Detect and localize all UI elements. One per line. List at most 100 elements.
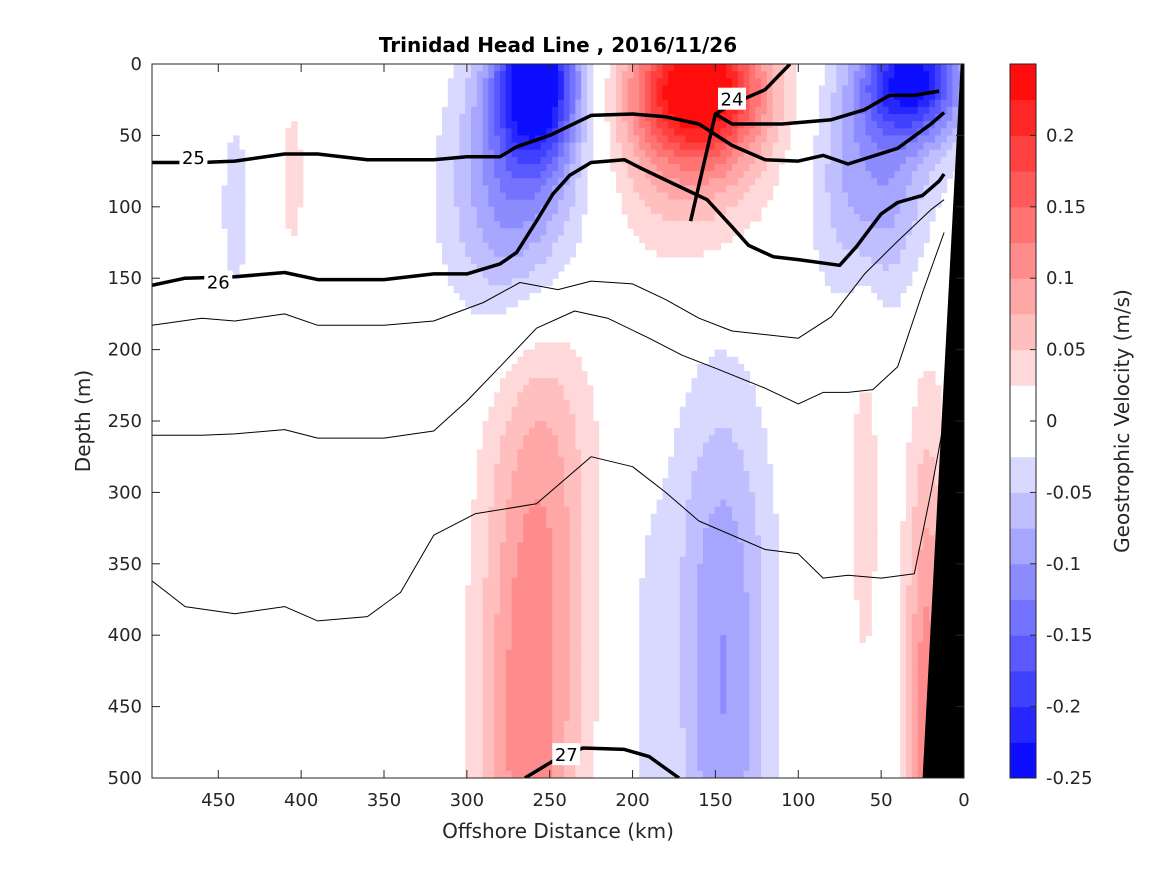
heatmap-cell [766, 606, 774, 615]
heatmap-cell [517, 378, 524, 386]
heatmap-cell [592, 592, 600, 601]
heatmap-cell [668, 592, 675, 601]
heatmap-cell [819, 213, 826, 222]
heatmap-cell [685, 171, 692, 179]
heatmap-cell [482, 749, 489, 758]
heatmap-cell [674, 449, 681, 458]
heatmap-cell [911, 199, 919, 208]
heatmap-cell [587, 413, 594, 422]
heatmap-cell [708, 163, 716, 172]
heatmap-cell [558, 399, 565, 408]
heatmap-cell [737, 156, 745, 165]
heatmap-cell [714, 478, 721, 486]
heatmap-cell [471, 221, 478, 229]
heatmap-cell [917, 728, 924, 736]
heatmap-cell [679, 463, 687, 472]
heatmap-cell [482, 528, 489, 536]
heatmap-cell [714, 413, 721, 422]
heatmap-cell [749, 528, 756, 536]
heatmap-cell [534, 249, 542, 258]
heatmap-cell [465, 756, 472, 765]
heatmap-cell [853, 435, 861, 444]
heatmap-cell [476, 735, 484, 743]
heatmap-cell [836, 106, 843, 115]
heatmap-cell [697, 663, 704, 672]
heatmap-cell [737, 656, 745, 665]
heatmap-cell [708, 499, 716, 508]
heatmap-cell [517, 492, 524, 501]
heatmap-cell [737, 428, 745, 436]
heatmap-cell [569, 599, 576, 608]
heatmap-cell [529, 242, 536, 251]
heatmap-cell [726, 685, 733, 693]
heatmap-cell [894, 292, 901, 301]
heatmap-cell [639, 649, 646, 658]
heatmap-cell [500, 749, 507, 758]
heatmap-cell [534, 463, 542, 472]
heatmap-cell [645, 106, 652, 115]
heatmap-cell [755, 78, 762, 87]
heatmap-cell [239, 235, 246, 244]
heatmap-cell [453, 64, 460, 72]
heatmap-cell [691, 85, 698, 94]
heatmap-cell [714, 578, 721, 586]
heatmap-cell [691, 613, 698, 622]
heatmap-cell [581, 206, 588, 215]
heatmap-cell [691, 656, 698, 665]
heatmap-cell [674, 756, 681, 765]
heatmap-cell [917, 549, 924, 558]
heatmap-cell [517, 606, 524, 615]
heatmap-cell [882, 135, 890, 144]
heatmap-cell [778, 149, 785, 158]
heatmap-cell [917, 735, 924, 743]
heatmap-cell [749, 128, 756, 136]
heatmap-cell [714, 649, 721, 658]
heatmap-cell [529, 163, 536, 172]
heatmap-cell [563, 528, 571, 536]
heatmap-cell [505, 585, 513, 593]
heatmap-cell [645, 606, 652, 615]
heatmap-cell [575, 178, 582, 186]
heatmap-cell [923, 71, 930, 79]
heatmap-cell [877, 135, 884, 144]
heatmap-cell [674, 478, 681, 486]
heatmap-cell [830, 192, 837, 201]
heatmap-cell [790, 71, 797, 79]
heatmap-cell [546, 349, 553, 358]
heatmap-cell [743, 742, 750, 751]
heatmap-cell [674, 642, 681, 651]
heatmap-cell [703, 649, 710, 658]
heatmap-cell [523, 228, 530, 236]
heatmap-cell [900, 142, 907, 151]
heatmap-cell [824, 256, 832, 265]
heatmap-cell [447, 142, 455, 151]
heatmap-cell [523, 413, 530, 422]
heatmap-cell [911, 449, 919, 458]
heatmap-cell [587, 535, 594, 543]
heatmap-cell [500, 549, 507, 558]
heatmap-cell [859, 635, 866, 643]
heatmap-cell [772, 163, 779, 172]
heatmap-cell [708, 506, 716, 515]
heatmap-cell [743, 606, 750, 615]
heatmap-cell [737, 728, 745, 736]
heatmap-cell [911, 178, 919, 186]
heatmap-cell [685, 421, 692, 429]
heatmap-cell [674, 706, 681, 715]
heatmap-cell [297, 163, 304, 172]
heatmap-cell [511, 492, 518, 501]
heatmap-cell [650, 178, 658, 186]
heatmap-cell [534, 435, 542, 444]
heatmap-cell [819, 178, 826, 186]
heatmap-cell [511, 456, 518, 465]
heatmap-cell [853, 71, 861, 79]
heatmap-cell [650, 763, 658, 772]
heatmap-cell [529, 478, 536, 486]
heatmap-cell [703, 735, 710, 743]
heatmap-cell [859, 199, 866, 208]
heatmap-cell [569, 199, 576, 208]
heatmap-cell [511, 156, 518, 165]
heatmap-cell [592, 499, 600, 508]
heatmap-cell [708, 749, 716, 758]
heatmap-cell [743, 728, 750, 736]
